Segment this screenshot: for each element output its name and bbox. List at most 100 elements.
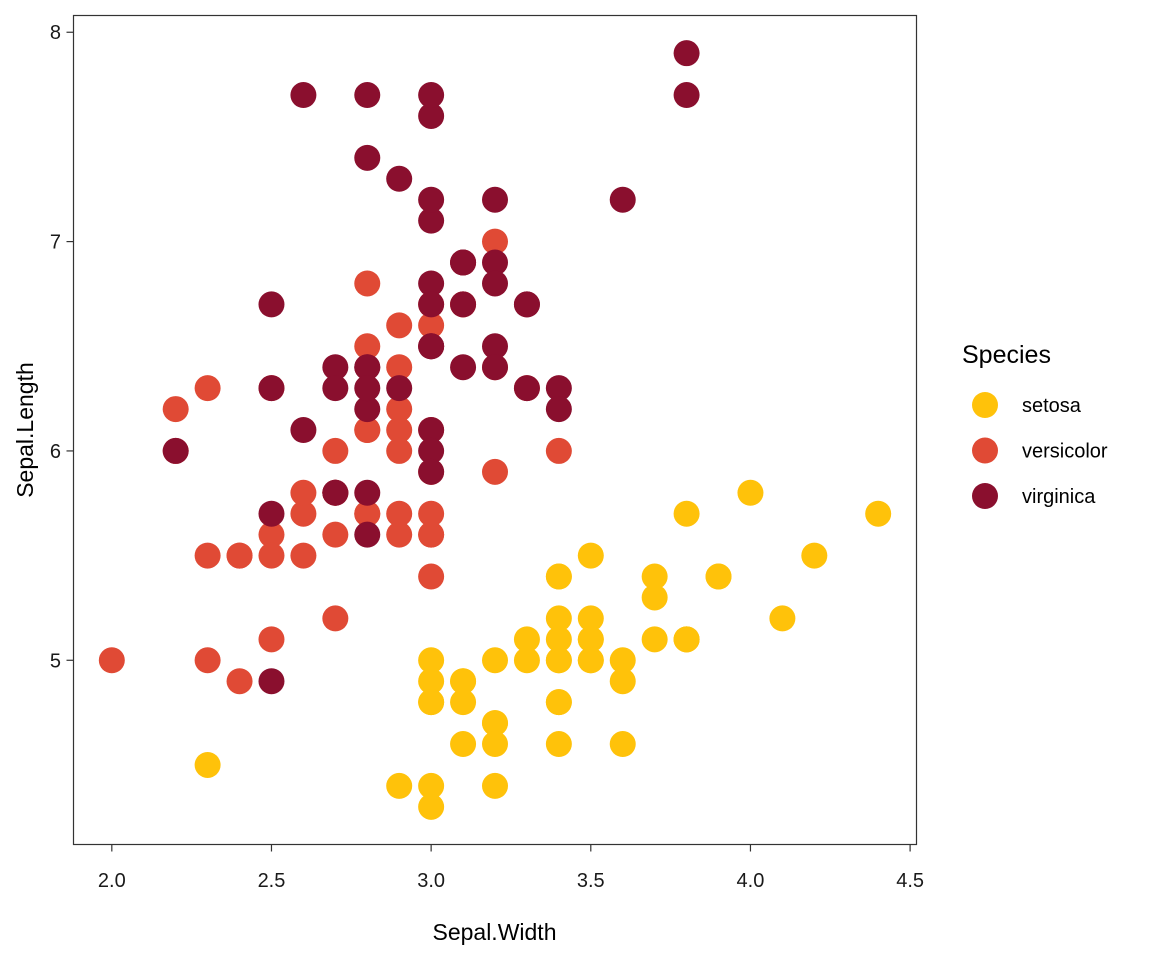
virginica-point (482, 186, 508, 213)
setosa-point (673, 500, 700, 527)
setosa-point (609, 668, 636, 695)
legend-key-virginica (972, 483, 998, 509)
versicolor-point (386, 354, 413, 381)
versicolor-point (418, 312, 445, 339)
virginica-point (450, 354, 477, 381)
virginica-point (322, 354, 349, 381)
setosa-point (641, 626, 668, 653)
virginica-point (258, 500, 285, 527)
versicolor-point (418, 500, 445, 527)
setosa-point (450, 668, 477, 695)
versicolor-point (322, 521, 349, 548)
y-axis: 5 6 7 8 (50, 22, 74, 672)
virginica-point (482, 333, 508, 360)
virginica-point (482, 249, 508, 276)
setosa-point (801, 542, 828, 569)
setosa-point (545, 605, 572, 632)
setosa-point (641, 584, 668, 611)
setosa-point (418, 689, 445, 716)
virginica-point (450, 249, 477, 276)
virginica-point (354, 144, 381, 171)
setosa-point (482, 647, 508, 674)
virginica-point (386, 375, 413, 402)
setosa-point (418, 772, 445, 799)
versicolor-point (354, 417, 381, 443)
points-layer (98, 40, 892, 820)
virginica-point (354, 479, 381, 506)
legend-key-versicolor (972, 437, 998, 464)
versicolor-point (418, 563, 445, 590)
virginica-point (513, 291, 540, 318)
virginica-point (322, 375, 349, 402)
setosa-point (737, 479, 764, 506)
virginica-point (450, 291, 477, 318)
x-tick-label: 3.0 (417, 870, 445, 892)
versicolor-point (322, 437, 349, 464)
setosa-point (513, 647, 540, 674)
virginica-point (418, 417, 445, 443)
x-tick-label: 3.5 (577, 870, 605, 892)
virginica-point (258, 291, 285, 318)
virginica-point (482, 270, 508, 297)
setosa-point (577, 647, 604, 674)
virginica-point (290, 82, 317, 109)
setosa-point (545, 563, 572, 590)
plot-panel (72, 14, 918, 846)
setosa-point (482, 731, 508, 758)
setosa-point (450, 731, 477, 758)
versicolor-point (226, 668, 253, 695)
setosa-point (577, 542, 604, 569)
virginica-point (482, 354, 508, 381)
setosa-point (609, 731, 636, 758)
setosa-point (673, 626, 700, 653)
legend-label-setosa: setosa (1022, 395, 1082, 417)
setosa-point (865, 500, 892, 527)
setosa-point (194, 751, 221, 778)
virginica-point (322, 479, 349, 506)
y-tick-label: 7 (50, 232, 61, 254)
virginica-point (354, 396, 381, 423)
virginica-point (609, 186, 636, 213)
versicolor-point (226, 542, 253, 569)
versicolor-point (194, 647, 221, 674)
virginica-point (354, 354, 381, 381)
setosa-point (450, 689, 477, 716)
setosa-point (577, 626, 604, 653)
versicolor-point (322, 605, 349, 632)
legend-label-versicolor: versicolor (1022, 441, 1108, 463)
virginica-point (418, 291, 445, 318)
setosa-point (577, 605, 604, 632)
y-tick-label: 5 (50, 650, 61, 672)
virginica-point (258, 375, 285, 402)
versicolor-point (545, 437, 572, 464)
setosa-point (482, 772, 508, 799)
versicolor-point (482, 228, 508, 255)
x-tick-label: 2.0 (98, 870, 126, 892)
setosa-point (418, 668, 445, 695)
virginica-point (418, 82, 445, 109)
setosa-point (418, 793, 445, 820)
versicolor-point (290, 542, 317, 569)
virginica-point (418, 186, 445, 213)
y-tick-label: 8 (50, 22, 61, 44)
x-tick-label: 2.5 (258, 870, 286, 892)
virginica-point (545, 396, 572, 423)
versicolor-point (386, 312, 413, 339)
versicolor-point (354, 333, 381, 360)
setosa-point (513, 626, 540, 653)
virginica-point (162, 437, 189, 464)
versicolor-point (386, 396, 413, 423)
setosa-point (418, 647, 445, 674)
virginica-point (545, 375, 572, 402)
virginica-point (418, 270, 445, 297)
virginica-point (354, 82, 381, 109)
versicolor-point (418, 521, 445, 548)
versicolor-point (354, 500, 381, 527)
y-tick-label: 6 (50, 441, 61, 463)
virginica-point (513, 375, 540, 402)
virginica-point (354, 521, 381, 548)
versicolor-point (98, 647, 125, 674)
versicolor-point (162, 396, 189, 423)
virginica-point (673, 82, 700, 109)
